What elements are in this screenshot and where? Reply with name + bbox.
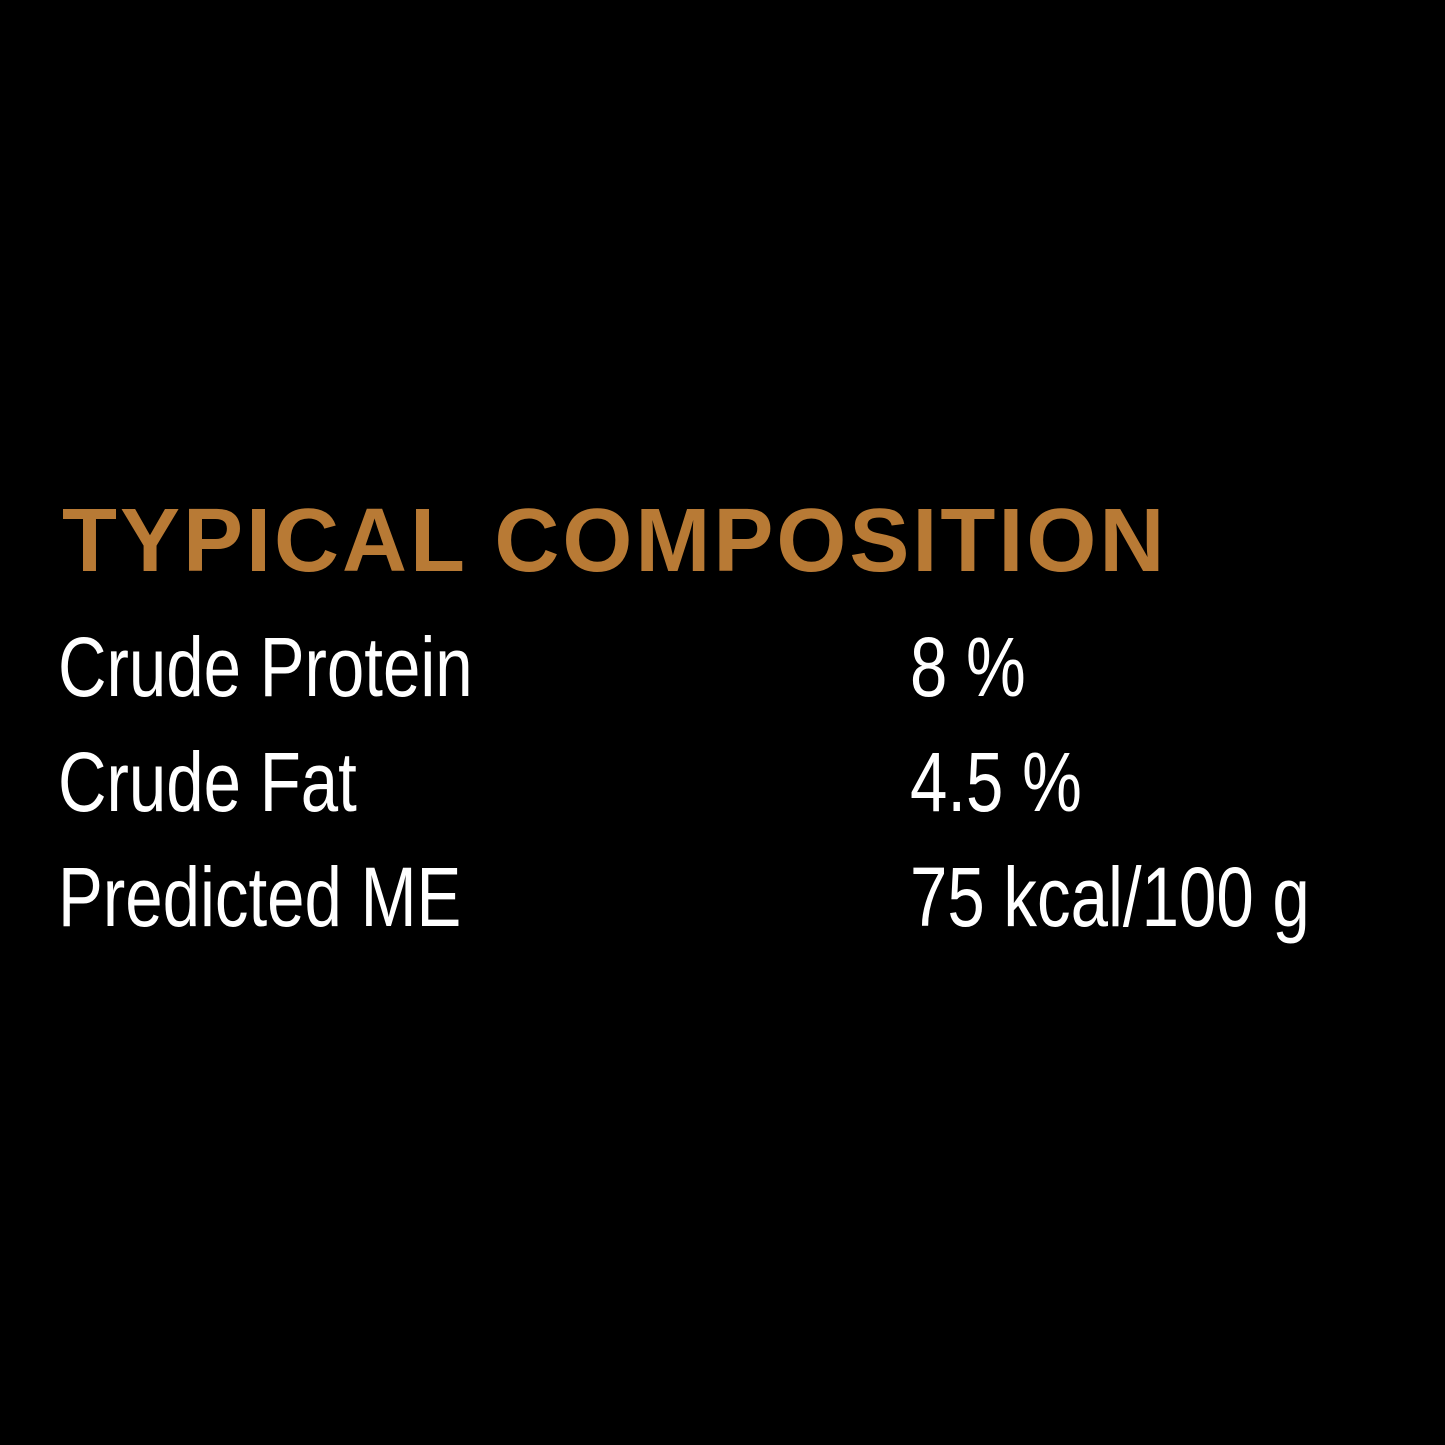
row-value: 8 % <box>910 620 1026 714</box>
table-row: Crude Fat 4.5 % <box>0 740 1445 850</box>
row-label: Crude Protein <box>58 620 473 714</box>
page-title: TYPICAL COMPOSITION <box>62 491 1168 591</box>
row-label: Predicted ME <box>58 850 462 944</box>
row-label: Crude Fat <box>58 735 357 829</box>
row-value: 75 kcal/100 g <box>910 850 1310 944</box>
table-row: Crude Protein 8 % <box>0 625 1445 735</box>
row-value: 4.5 % <box>910 735 1082 829</box>
table-row: Predicted ME 75 kcal/100 g <box>0 855 1445 965</box>
